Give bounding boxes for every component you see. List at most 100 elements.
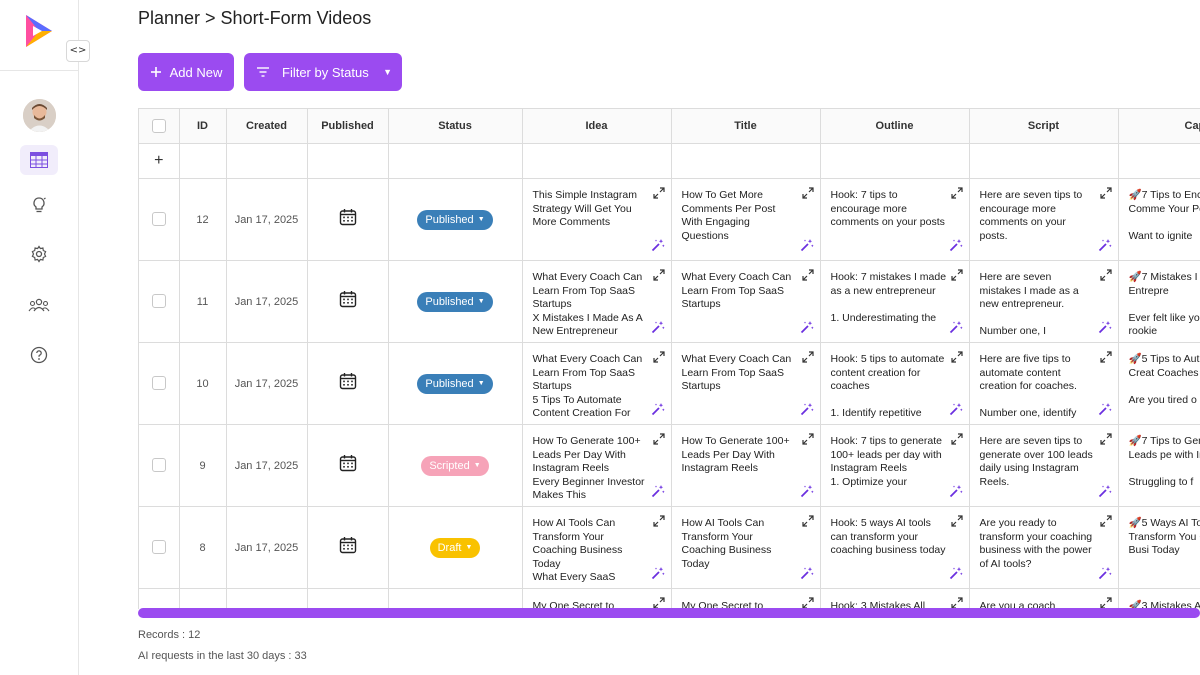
expand-icon[interactable]: [1099, 515, 1112, 527]
column-header-script[interactable]: Script: [969, 109, 1119, 144]
expand-icon[interactable]: [652, 351, 665, 363]
ai-magic-icon[interactable]: [949, 484, 963, 498]
partial-script-cell[interactable]: Are you a coach: [969, 588, 1119, 609]
row-outline-cell[interactable]: Hook: 7 tips to generate 100+ leads per …: [820, 424, 970, 507]
sidebar-item-team[interactable]: [20, 290, 58, 320]
table-row[interactable]: 12 Jan 17, 2025 Published ▼ This Simple Inst…: [139, 178, 1200, 261]
expand-icon[interactable]: [1099, 269, 1112, 281]
ai-magic-icon[interactable]: [1098, 402, 1112, 416]
table-row[interactable]: 10 Jan 17, 2025 Published ▼ What Every Coach…: [139, 342, 1200, 425]
expand-icon[interactable]: [950, 433, 963, 445]
row-idea-cell[interactable]: How AI Tools Can Transform Your Coaching…: [522, 506, 672, 589]
column-header-outline[interactable]: Outline: [820, 109, 970, 144]
ai-magic-icon[interactable]: [651, 320, 665, 334]
table-row[interactable]: 9 Jan 17, 2025 Scripted ▼ How To Generate 10…: [139, 424, 1200, 507]
status-badge[interactable]: Published ▼: [417, 291, 493, 312]
row-outline-cell[interactable]: Hook: 5 ways AI tools can transform your…: [820, 506, 970, 589]
expand-icon[interactable]: [1099, 597, 1112, 609]
ai-magic-icon[interactable]: [800, 484, 814, 498]
row-checkbox[interactable]: [151, 540, 166, 555]
column-header-created[interactable]: Created: [226, 109, 308, 144]
select-all-checkbox[interactable]: [151, 119, 166, 133]
expand-icon[interactable]: [801, 597, 814, 609]
ai-magic-icon[interactable]: [800, 238, 814, 252]
calendar-icon[interactable]: [339, 454, 357, 472]
row-title-cell[interactable]: What Every Coach Can Learn From Top SaaS…: [671, 342, 821, 425]
expand-icon[interactable]: [950, 515, 963, 527]
ai-magic-icon[interactable]: [800, 320, 814, 334]
calendar-icon[interactable]: [339, 290, 357, 308]
filter-status-button[interactable]: Filter by Status ▼: [244, 53, 402, 91]
ai-magic-icon[interactable]: [949, 320, 963, 334]
sidebar-item-ideas[interactable]: [20, 190, 58, 220]
expand-icon[interactable]: [950, 269, 963, 281]
row-script-cell[interactable]: Here are seven tips to generate over 100…: [969, 424, 1119, 507]
ai-magic-icon[interactable]: [1098, 238, 1112, 252]
column-header-id[interactable]: ID: [179, 109, 227, 144]
expand-icon[interactable]: [1099, 433, 1112, 445]
expand-icon[interactable]: [652, 187, 665, 199]
table-row[interactable]: 8 Jan 17, 2025 Draft ▼ How AI Tools Can Tran…: [139, 506, 1200, 589]
row-title-cell[interactable]: How AI Tools Can Transform Your Coaching…: [671, 506, 821, 589]
row-script-cell[interactable]: Here are five tips to automate content c…: [969, 342, 1119, 425]
sidebar-item-help[interactable]: [20, 340, 58, 370]
add-new-button[interactable]: Add New: [138, 53, 234, 91]
table-row[interactable]: 11 Jan 17, 2025 Published ▼ What Every Coach…: [139, 260, 1200, 343]
expand-icon[interactable]: [950, 187, 963, 199]
expand-icon[interactable]: [652, 433, 665, 445]
row-idea-cell[interactable]: What Every Coach Can Learn From Top SaaS…: [522, 342, 672, 425]
expand-icon[interactable]: [801, 515, 814, 527]
partial-title-cell[interactable]: My One Secret to: [671, 588, 821, 609]
row-outline-cell[interactable]: Hook: 7 mistakes I made as a new entrepr…: [820, 260, 970, 343]
ai-magic-icon[interactable]: [651, 484, 665, 498]
ai-magic-icon[interactable]: [949, 402, 963, 416]
ai-magic-icon[interactable]: [1098, 484, 1112, 498]
partial-outline-cell[interactable]: Hook: 3 Mistakes All: [820, 588, 970, 609]
row-idea-cell[interactable]: This Simple Instagram Strategy Will Get …: [522, 178, 672, 261]
row-caption-cell[interactable]: 🚀7 Tips to Gen 100+ Leads pe with Instag…: [1118, 424, 1200, 507]
status-badge[interactable]: Published ▼: [417, 209, 493, 230]
row-caption-cell[interactable]: 🚀5 Tips to Aut Content Creat Coaches Are…: [1118, 342, 1200, 425]
expand-icon[interactable]: [1099, 351, 1112, 363]
horizontal-scrollbar[interactable]: [138, 608, 1200, 618]
expand-icon[interactable]: [950, 597, 963, 609]
row-script-cell[interactable]: Are you ready to transform your coaching…: [969, 506, 1119, 589]
sidebar-item-planner[interactable]: [20, 145, 58, 175]
ai-magic-icon[interactable]: [949, 238, 963, 252]
expand-icon[interactable]: [801, 433, 814, 445]
row-checkbox[interactable]: [151, 376, 166, 391]
partial-caption-cell[interactable]: 🚀3 Mistakes A: [1118, 588, 1200, 609]
row-checkbox[interactable]: [151, 458, 166, 473]
add-row-button[interactable]: +: [139, 143, 180, 179]
expand-icon[interactable]: [801, 351, 814, 363]
row-title-cell[interactable]: How To Generate 100+ Leads Per Day With …: [671, 424, 821, 507]
expand-icon[interactable]: [801, 187, 814, 199]
ai-magic-icon[interactable]: [651, 238, 665, 252]
row-checkbox[interactable]: [151, 294, 166, 309]
expand-icon[interactable]: [801, 269, 814, 281]
calendar-icon[interactable]: [339, 208, 357, 226]
expand-icon[interactable]: [1099, 187, 1112, 199]
calendar-icon[interactable]: [339, 372, 357, 390]
avatar[interactable]: [23, 99, 56, 132]
ai-magic-icon[interactable]: [651, 566, 665, 580]
ai-magic-icon[interactable]: [1098, 566, 1112, 580]
collapse-sidebar-button[interactable]: <>: [66, 40, 90, 62]
row-caption-cell[interactable]: 🚀7 Mistakes I a New Entrepre Ever felt l…: [1118, 260, 1200, 343]
status-badge[interactable]: Draft ▼: [429, 537, 481, 558]
expand-icon[interactable]: [652, 269, 665, 281]
row-outline-cell[interactable]: Hook: 7 tips to encourage more comments …: [820, 178, 970, 261]
partial-idea-cell[interactable]: My One Secret to: [522, 588, 672, 609]
expand-icon[interactable]: [652, 515, 665, 527]
status-badge[interactable]: Scripted ▼: [421, 455, 489, 476]
ai-magic-icon[interactable]: [651, 402, 665, 416]
ai-magic-icon[interactable]: [949, 566, 963, 580]
expand-icon[interactable]: [652, 597, 665, 609]
row-caption-cell[interactable]: 🚀5 Ways AI To Transform You Coaching Bus…: [1118, 506, 1200, 589]
column-header-published[interactable]: Published: [307, 109, 389, 144]
row-title-cell[interactable]: What Every Coach Can Learn From Top SaaS…: [671, 260, 821, 343]
row-caption-cell[interactable]: 🚀7 Tips to Enc More Comme Your Posts Wan…: [1118, 178, 1200, 261]
row-outline-cell[interactable]: Hook: 5 tips to automate content creatio…: [820, 342, 970, 425]
expand-icon[interactable]: [950, 351, 963, 363]
sidebar-item-settings[interactable]: [20, 239, 58, 269]
